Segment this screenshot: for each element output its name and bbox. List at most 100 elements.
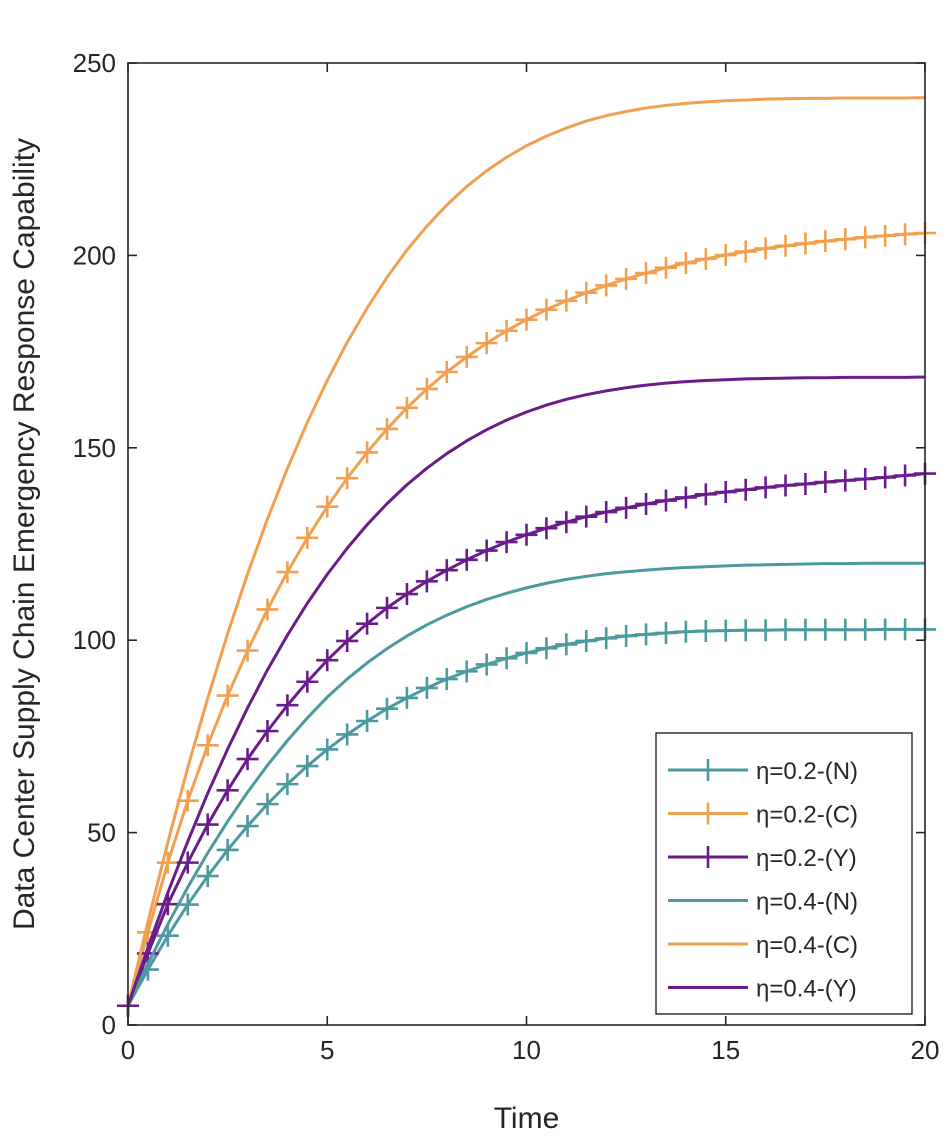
data-point (455, 345, 478, 368)
x-axis-label: Time (494, 1102, 560, 1135)
data-point (356, 612, 379, 635)
legend-item: η=0.4-(Y) (668, 976, 857, 1003)
data-point (874, 466, 897, 489)
series-6 (126, 375, 926, 1007)
data-point (535, 517, 558, 540)
data-point (674, 620, 697, 643)
legend-label: η=0.4-(C) (756, 932, 858, 959)
data-point (395, 686, 418, 709)
data-point (794, 618, 817, 641)
data-point (415, 377, 438, 400)
data-point (256, 598, 279, 621)
legend-marker (697, 759, 719, 781)
data-point (256, 720, 279, 743)
data-point (615, 267, 638, 290)
data-point (495, 647, 518, 670)
data-point (435, 360, 458, 383)
data-point (336, 467, 359, 490)
data-point (814, 618, 837, 641)
data-point (276, 694, 299, 717)
series-3 (117, 462, 936, 1017)
data-point (395, 583, 418, 606)
plot-area (117, 96, 936, 1017)
legend: η=0.2-(N) η=0.2-(C) η=0.2-(Y) η=0.4-(N) η=0.… (655, 732, 913, 1015)
data-point (674, 252, 697, 275)
data-point (894, 618, 917, 641)
data-point (734, 240, 757, 263)
legend-label: η=0.4-(Y) (756, 976, 857, 1003)
data-point (654, 256, 677, 279)
legend-item: η=0.4-(C) (668, 932, 858, 959)
data-point (595, 627, 618, 650)
y-tick-label: 100 (73, 625, 116, 655)
series-1 (117, 618, 936, 1017)
y-tick-label: 150 (73, 433, 116, 463)
data-point (276, 773, 299, 796)
data-point (754, 619, 777, 642)
data-point (495, 531, 518, 554)
data-point (356, 441, 379, 464)
legend-label: η=0.2-(C) (756, 802, 858, 829)
data-point (455, 548, 478, 571)
legend-item: η=0.4-(N) (668, 889, 858, 916)
data-point (874, 618, 897, 641)
data-point (535, 637, 558, 660)
data-point (336, 723, 359, 746)
data-point (854, 618, 877, 641)
data-point (694, 247, 717, 270)
legend-marker (697, 802, 719, 825)
data-point (475, 653, 498, 676)
series-2 (117, 222, 936, 1017)
legend-label: η=0.2-(N) (756, 758, 858, 785)
data-point (316, 738, 339, 761)
data-point (236, 639, 259, 662)
x-tick-label: 5 (320, 1035, 334, 1065)
data-point (176, 893, 199, 916)
data-point (814, 230, 837, 253)
data-point (575, 505, 598, 528)
data-point (654, 621, 677, 644)
data-point (834, 618, 857, 641)
data-point (654, 489, 677, 512)
legend-marker (697, 846, 719, 868)
data-point (475, 539, 498, 562)
data-point (296, 526, 319, 549)
data-point (216, 684, 239, 707)
legend-box (655, 732, 913, 1015)
data-point (894, 464, 917, 487)
data-point (535, 298, 558, 321)
data-point (395, 396, 418, 419)
data-point (415, 676, 438, 699)
y-tick-label: 200 (73, 240, 116, 270)
x-tick-label: 15 (711, 1035, 740, 1065)
data-point (256, 793, 279, 816)
data-point (296, 755, 319, 778)
data-point (774, 474, 797, 497)
data-point (734, 478, 757, 501)
data-point (415, 570, 438, 593)
data-point (834, 228, 857, 251)
data-point (854, 226, 877, 249)
data-point (515, 523, 538, 546)
data-point (555, 289, 578, 312)
legend-item: η=0.2-(C) (668, 802, 858, 829)
data-point (794, 232, 817, 255)
data-point (216, 838, 239, 861)
data-point (635, 623, 658, 646)
legend-label: η=0.4-(N) (756, 889, 858, 916)
data-point (376, 417, 399, 440)
data-point (376, 596, 399, 619)
data-point (674, 486, 697, 509)
data-point (196, 865, 219, 888)
data-point (316, 495, 339, 518)
data-point (276, 561, 299, 584)
data-point (734, 619, 757, 642)
data-point (515, 641, 538, 664)
y-tick-label: 50 (87, 818, 116, 848)
data-point (754, 237, 777, 260)
data-point (714, 619, 737, 642)
data-point (694, 619, 717, 642)
series-line (126, 375, 926, 1007)
